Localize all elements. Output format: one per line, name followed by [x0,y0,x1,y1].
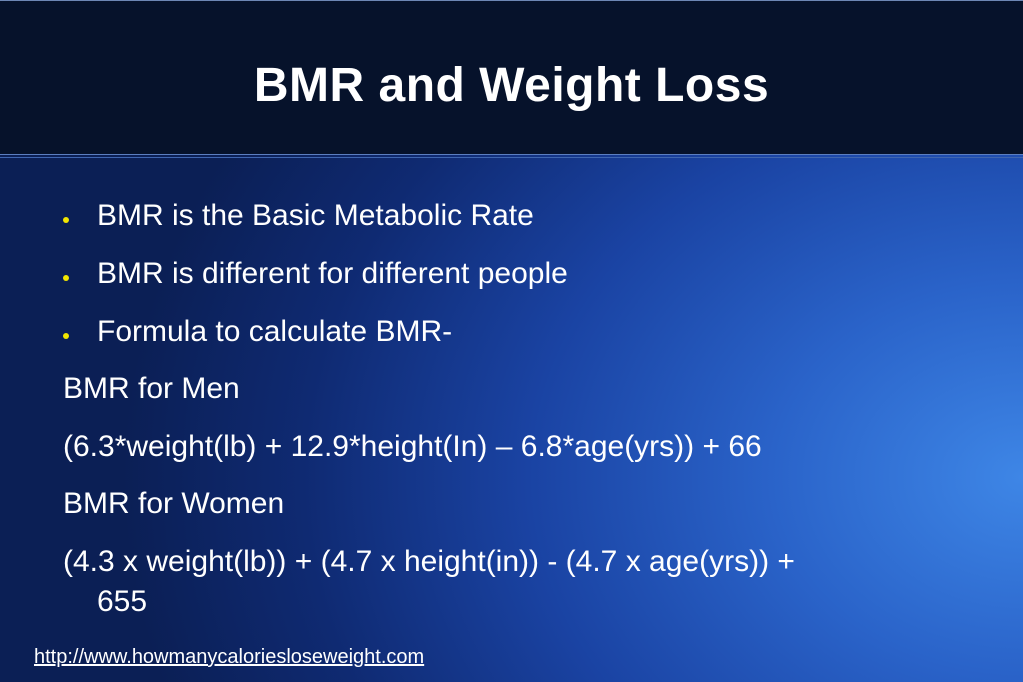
bullet-item: Formula to calculate BMR- [97,315,453,348]
men-label: BMR for Men [63,372,240,405]
bullet-icon [63,217,69,223]
title-bar: BMR and Weight Loss [0,0,1023,154]
women-formula-continued: 655 [97,585,148,618]
divider-line [0,157,1023,158]
women-label: BMR for Women [63,487,285,520]
source-link[interactable]: http://www.howmanycaloriesloseweight.com [34,646,425,668]
slide-title: BMR and Weight Loss [253,59,770,112]
men-formula: (6.3*weight(lb) + 12.9*height(In) – 6.8*… [63,430,762,463]
divider-line [0,154,1023,155]
bullet-icon [63,333,69,339]
bullet-item: BMR is the Basic Metabolic Rate [97,199,534,232]
women-formula: (4.3 x weight(lb)) + (4.7 x height(in)) … [63,545,795,578]
bullet-item: BMR is different for different people [97,257,568,290]
bullet-icon [63,275,69,281]
